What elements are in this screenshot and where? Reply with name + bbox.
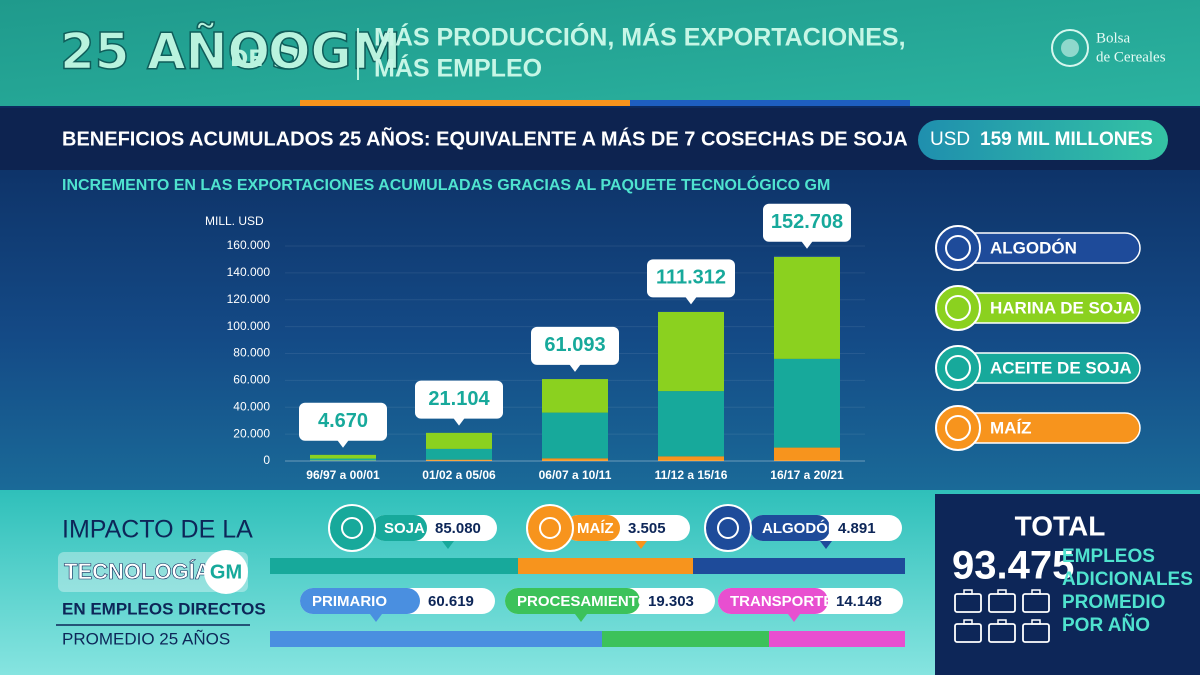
total-label: TOTAL <box>1015 510 1106 541</box>
legend-label: ACEITE DE SOJA <box>990 358 1132 377</box>
x-tick-label: 06/07 a 10/11 <box>539 468 612 482</box>
employment-bar <box>518 558 693 574</box>
total-label: 61.093 <box>544 334 605 356</box>
bar-segment <box>774 256 840 257</box>
x-tick-label: 16/17 a 20/21 <box>770 468 844 482</box>
employment-value: 19.303 <box>648 593 694 610</box>
employment-title: PROMEDIO 25 AÑOS <box>62 629 230 648</box>
employment-name: ALGODÓN <box>762 519 839 537</box>
total-label: 111.312 <box>656 267 726 289</box>
legend-label: HARINA DE SOJA <box>990 298 1135 317</box>
legend-icon <box>936 406 980 450</box>
bar-segment <box>774 359 840 448</box>
legend-label: MAÍZ <box>990 418 1032 437</box>
strip <box>630 100 910 106</box>
total-line: PROMEDIO <box>1062 592 1165 613</box>
employment-bar <box>270 558 518 574</box>
x-tick-label: 11/12 a 15/16 <box>655 468 728 482</box>
employment-title: IMPACTO DE LA <box>62 516 253 544</box>
bar-segment <box>426 449 492 460</box>
y-tick-label: 60.000 <box>233 373 270 387</box>
bar-segment <box>310 459 376 461</box>
y-axis-label: MILL. USD <box>205 214 264 228</box>
employment-value: 3.505 <box>628 520 666 537</box>
bar-segment <box>774 257 840 359</box>
y-tick-label: 0 <box>263 453 270 467</box>
crop-icon <box>527 505 573 551</box>
logo-icon <box>1061 39 1079 57</box>
total-line: ADICIONALES <box>1062 569 1193 590</box>
employment-name: TRANSPORTE <box>730 593 833 610</box>
legend-icon <box>936 346 980 390</box>
bar-segment <box>542 413 608 459</box>
y-tick-label: 100.000 <box>227 319 271 333</box>
employment-title: TECNOLOGÍA <box>64 559 211 584</box>
bar-segment <box>774 448 840 461</box>
employment-name: SOJA <box>384 520 425 537</box>
crop-icon <box>329 505 375 551</box>
x-tick-label: 01/02 a 05/06 <box>422 468 496 482</box>
employment-bar <box>769 631 905 647</box>
chart-title: INCREMENTO EN LAS EXPORTACIONES ACUMULAD… <box>62 175 830 194</box>
crop-icon <box>705 505 751 551</box>
total-label: 4.670 <box>318 410 368 432</box>
subtitle: MÁS EMPLEO <box>374 54 542 83</box>
employment-name: MAÍZ <box>577 520 614 537</box>
total-line: EMPLEOS <box>1062 546 1155 567</box>
bar-segment <box>310 455 376 459</box>
total-value: 93.475 <box>952 544 1074 588</box>
benefits-unit: USD <box>930 129 970 150</box>
employment-title: EN EMPLEOS DIRECTOS <box>62 599 266 618</box>
y-tick-label: 20.000 <box>233 426 270 440</box>
legend-label: ALGODÓN <box>990 238 1077 257</box>
employment-bar <box>270 631 602 647</box>
legend-icon <box>936 226 980 270</box>
bar-segment <box>426 433 492 449</box>
logo-text: de Cereales <box>1096 49 1166 65</box>
employment-value: 14.148 <box>836 593 882 610</box>
x-tick-label: 96/97 a 00/01 <box>306 468 380 482</box>
subtitle: MÁS PRODUCCIÓN, MÁS EXPORTACIONES, <box>374 22 906 52</box>
employment-bar <box>693 558 905 574</box>
bar-segment <box>542 379 608 413</box>
y-tick-label: 140.000 <box>227 265 271 279</box>
bar-segment <box>658 391 724 456</box>
gm-badge-text: GM <box>210 561 242 583</box>
employment-name: PRIMARIO <box>312 593 387 610</box>
total-label: 152.708 <box>771 211 843 233</box>
y-tick-label: 40.000 <box>233 399 270 413</box>
employment-value: 60.619 <box>428 593 474 610</box>
y-tick-label: 120.000 <box>227 292 271 306</box>
legend-icon <box>936 286 980 330</box>
bar-segment <box>658 312 724 391</box>
benefits-amount: 159 MIL MILLONES <box>980 129 1153 150</box>
employment-bar <box>602 631 769 647</box>
strip <box>300 100 630 106</box>
bar-segment <box>658 456 724 461</box>
employment-value: 85.080 <box>435 520 481 537</box>
y-tick-label: 80.000 <box>233 346 270 360</box>
y-tick-label: 160.000 <box>227 238 271 252</box>
employment-value: 4.891 <box>838 520 876 537</box>
logo-text: Bolsa <box>1096 30 1131 46</box>
title: DE <box>230 47 263 72</box>
employment-name: PROCESAMIENTO <box>517 593 650 610</box>
total-line: POR AÑO <box>1062 614 1150 636</box>
total-label: 21.104 <box>428 388 490 410</box>
benefits-text: BENEFICIOS ACUMULADOS 25 AÑOS: EQUIVALEN… <box>62 127 908 150</box>
